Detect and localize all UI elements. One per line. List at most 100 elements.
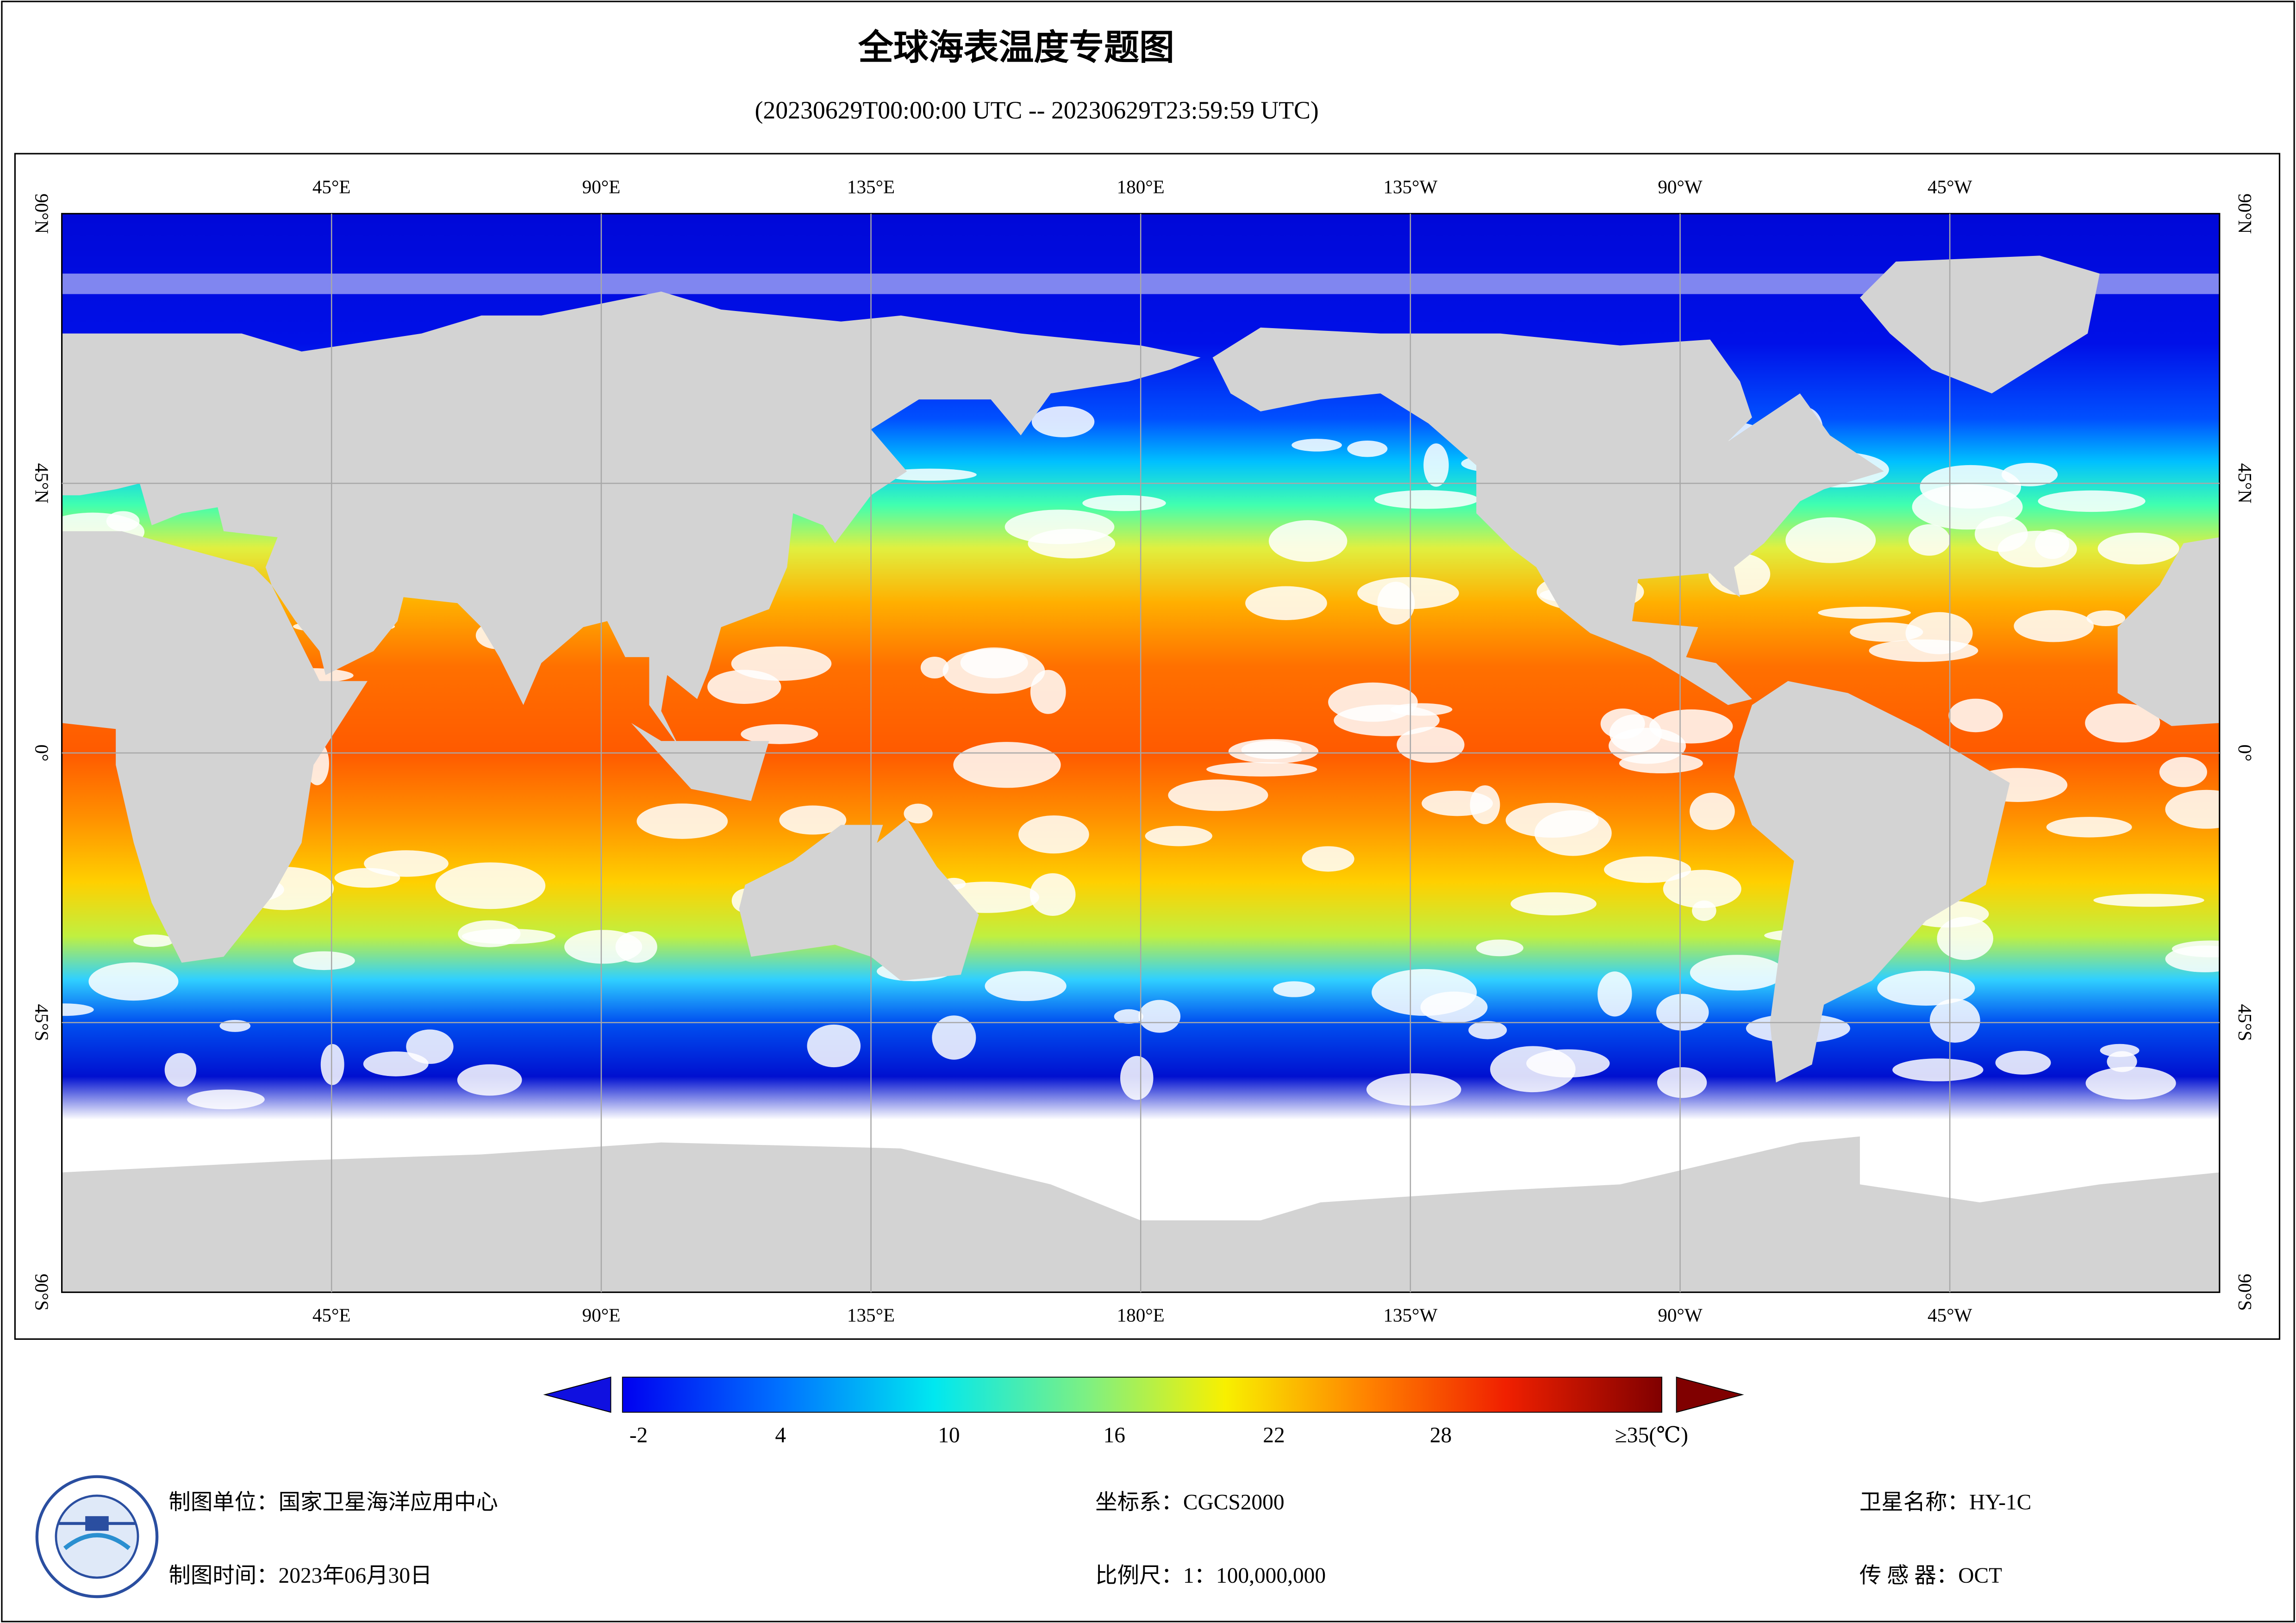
- colorbar-high-arrow: [1676, 1376, 1744, 1413]
- cloud-gap: [320, 1044, 344, 1085]
- latitude-label-left: 45°N: [31, 463, 53, 504]
- longitude-label-bottom: 135°E: [847, 1305, 895, 1326]
- colorbar: [622, 1376, 1662, 1413]
- cloud-gap: [1974, 516, 2028, 552]
- latitude-label-left: 45°S: [31, 1004, 53, 1041]
- producer: 制图单位：国家卫星海洋应用中心: [168, 1491, 498, 1515]
- cloud-gap: [457, 1064, 522, 1096]
- colorbar-label: 22: [1263, 1423, 1285, 1447]
- cloud-gap: [1818, 606, 1911, 619]
- cloud-gap: [1929, 998, 1980, 1043]
- time-range: (20230629T00:00:00 UTC -- 20230629T23:59…: [755, 96, 1319, 124]
- cloud-gap: [1656, 994, 1709, 1031]
- cloud-gap: [1374, 490, 1479, 509]
- longitude-label-bottom: 45°E: [312, 1305, 351, 1326]
- cloud-gap: [1995, 1051, 2051, 1075]
- cloud-gap: [187, 1089, 265, 1110]
- cloud-gap: [1228, 739, 1319, 764]
- land: [1212, 327, 1884, 705]
- cloud-gap: [2159, 757, 2207, 787]
- colorbar-label: 28: [1430, 1423, 1452, 1447]
- colorbar-label: ≥35(℃): [1615, 1423, 1688, 1447]
- cloud-gap: [1168, 779, 1268, 811]
- cloud-gap: [1423, 443, 1449, 487]
- longitude-label-top: 135°W: [1383, 176, 1437, 197]
- sensor: 传 感 器：OCT: [1859, 1564, 2002, 1588]
- cloud-gap: [1138, 1000, 1181, 1033]
- cloud-gap: [1366, 1073, 1461, 1106]
- cloud-gap: [1948, 698, 2003, 733]
- latitude-label-left: 90°S: [31, 1274, 53, 1311]
- cloud-gap: [1018, 815, 1089, 854]
- cloud-gap: [364, 850, 449, 877]
- cloud-gap: [1422, 790, 1493, 816]
- date: 制图时间：2023年06月30日: [168, 1564, 432, 1588]
- cloud-gap: [1302, 846, 1354, 872]
- cloud-gap: [731, 646, 832, 681]
- cloud-gap: [1114, 1009, 1143, 1024]
- cloud-gap: [883, 468, 977, 481]
- cloud-gap: [1476, 939, 1523, 957]
- scale: 比例尺：1：100,000,000: [1095, 1564, 1326, 1588]
- cloud-gap: [1785, 517, 1876, 563]
- cloud-gap: [1031, 406, 1095, 437]
- longitude-label-top: 90°E: [582, 176, 621, 197]
- cloud-gap: [564, 930, 643, 964]
- colorbar-labels: -2 4 10 16 22 28 ≥35(℃): [630, 1423, 1688, 1447]
- cloud-gap: [2038, 490, 2146, 512]
- cloud-gap: [1004, 510, 1115, 544]
- cloud-gap: [2014, 610, 2094, 642]
- cloud-gap: [1120, 1056, 1154, 1100]
- cloud-gap: [1328, 682, 1418, 722]
- cloud-gap: [435, 862, 546, 909]
- cloud-gap: [1390, 703, 1453, 716]
- logo: [35, 1475, 159, 1598]
- cloud-gap: [2085, 1066, 2176, 1100]
- cloud-gap: [458, 920, 521, 947]
- longitude-label-bottom: 180°E: [1117, 1305, 1165, 1326]
- longitude-label-bottom: 135°W: [1383, 1305, 1437, 1326]
- cloud-gap: [2097, 532, 2179, 565]
- cloud-gap: [1292, 439, 1342, 452]
- cloud-gap: [2165, 790, 2220, 829]
- colorbar-label: 16: [1104, 1423, 1125, 1447]
- cloud-gap: [1877, 970, 1975, 1006]
- cloud-gap: [1377, 582, 1415, 625]
- crs: 坐标系：CGCS2000: [1095, 1491, 1284, 1515]
- latitude-label-right: 0°: [2234, 745, 2256, 762]
- cloud-gap: [1609, 728, 1686, 764]
- cloud-gap: [1029, 873, 1076, 916]
- cloud-gap: [164, 1053, 197, 1087]
- satellite: 卫星名称：HY-1C: [1859, 1491, 2031, 1515]
- longitude-label-top: 180°E: [1117, 176, 1165, 197]
- cloud-gap: [219, 1020, 251, 1032]
- cloud-gap: [1245, 586, 1327, 620]
- latitude-label-left: 90°N: [31, 193, 53, 234]
- cloud-gap: [920, 656, 949, 679]
- cloud-gap: [1690, 955, 1785, 991]
- colorbar-label: 4: [775, 1423, 786, 1447]
- cloud-gap: [2085, 703, 2160, 743]
- cloud-gap: [779, 805, 847, 835]
- cloud-gap: [636, 803, 728, 839]
- cloud-gap: [1268, 520, 1348, 562]
- longitude-label-top: 135°E: [847, 176, 895, 197]
- longitude-label-bottom: 90°W: [1658, 1305, 1703, 1326]
- cloud-gap: [904, 803, 933, 824]
- longitude-label-top: 90°W: [1658, 176, 1703, 197]
- cloud-gap: [1908, 524, 1950, 556]
- latitude-label-right: 90°S: [2234, 1274, 2256, 1311]
- cloud-gap: [1603, 856, 1691, 883]
- longitude-label-top: 45°W: [1928, 176, 1972, 197]
- cloud-gap: [293, 951, 355, 970]
- land: [62, 531, 368, 963]
- cloud-gap: [1663, 870, 1741, 908]
- cloud-gap: [1597, 971, 1632, 1017]
- cloud-gap: [1347, 441, 1388, 457]
- cloud-gap: [1372, 969, 1477, 1016]
- cloud-gap: [932, 1015, 976, 1060]
- cloud-gap: [88, 962, 179, 1001]
- cloud-gap: [1657, 1067, 1707, 1098]
